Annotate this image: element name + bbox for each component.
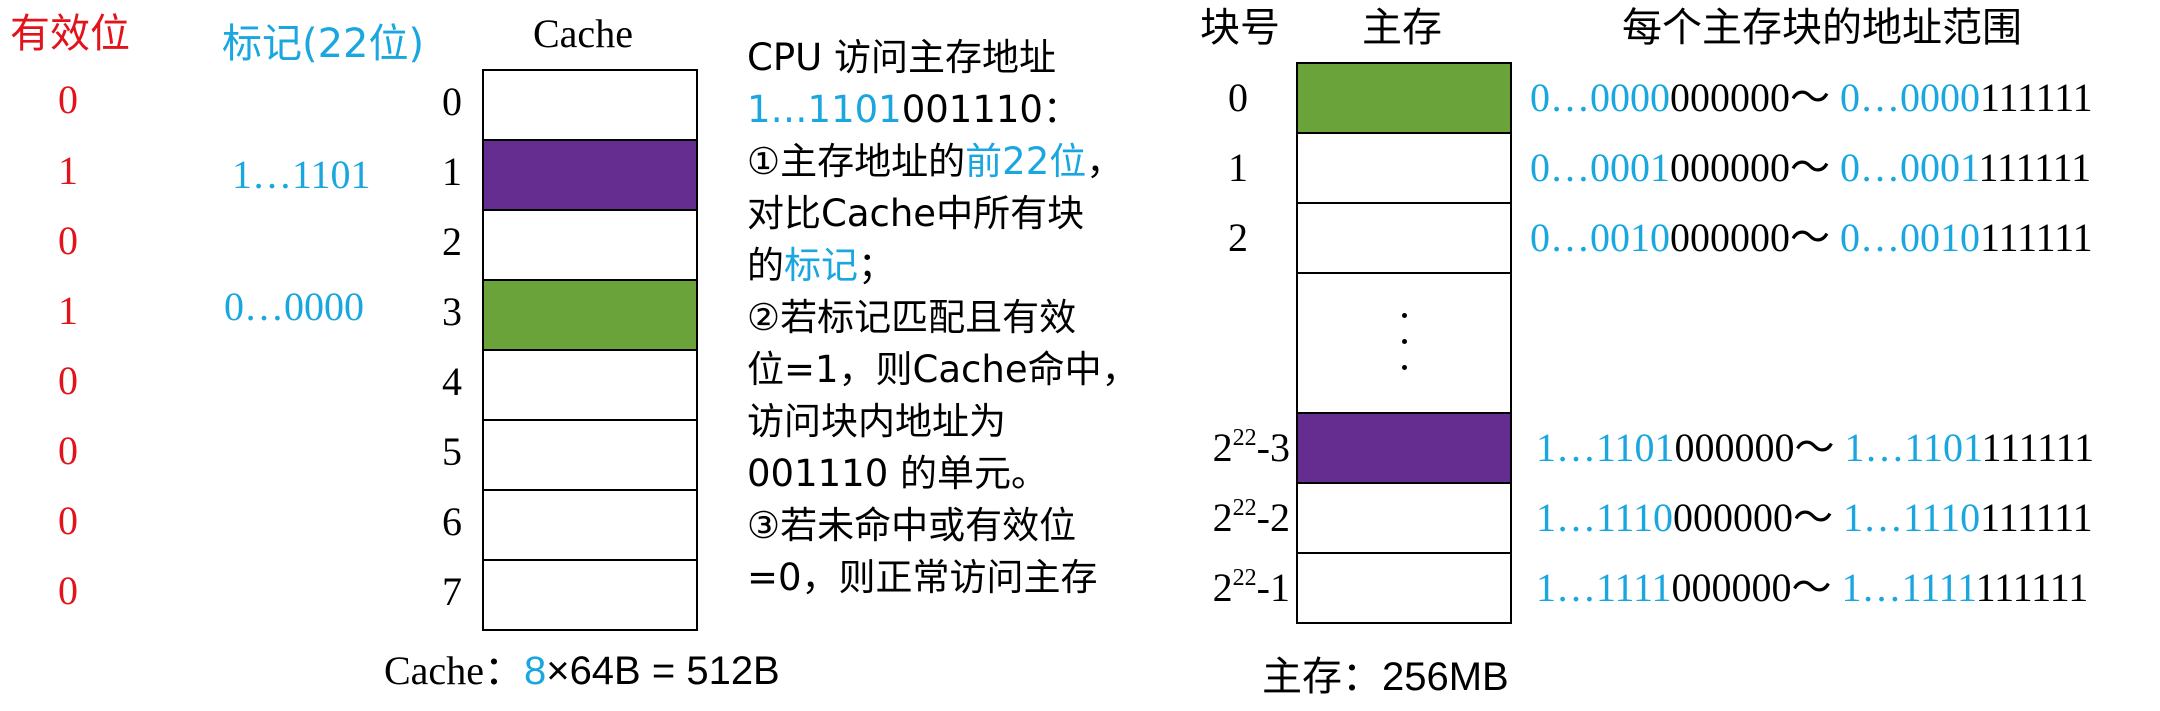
cache-line-number: 0 xyxy=(442,79,462,124)
cache-line xyxy=(482,489,698,561)
address-range: 1…1111000000～ 1…1111111111 xyxy=(1536,565,2089,610)
memory-block xyxy=(1296,412,1512,484)
step-1-line-1: ①主存地址的前22位， xyxy=(747,140,1124,183)
cache-line xyxy=(482,139,698,211)
address-range: 0…0010000000～ 0…0010111111 xyxy=(1530,215,2093,260)
step-1-line-3: 的标记； xyxy=(747,244,895,287)
cache-line-number: 7 xyxy=(442,569,462,614)
valid-bit-header: 有效位 xyxy=(10,11,130,57)
cache-line-number: 4 xyxy=(442,359,462,404)
step-2-line-3: 访问块内地址为 xyxy=(747,400,1006,443)
address-range: 0…0000000000～ 0…0000111111 xyxy=(1530,75,2093,120)
block-number: 222-2 xyxy=(1212,495,1290,540)
memory-block xyxy=(1296,552,1512,624)
cache-line xyxy=(482,559,698,631)
step-2-line-4: 001110 的单元。 xyxy=(747,452,1049,495)
ellipsis-dot xyxy=(1402,339,1407,344)
cache-line xyxy=(482,69,698,141)
memory-block xyxy=(1296,482,1512,554)
cache-title: Cache xyxy=(533,11,633,56)
ellipsis-dot xyxy=(1402,365,1407,370)
access-title: CPU 访问主存地址 xyxy=(747,36,1056,79)
ellipsis-dot xyxy=(1402,313,1407,318)
cache-line-number: 6 xyxy=(442,499,462,544)
step-2-line-2: 位=1，则Cache命中， xyxy=(747,348,1139,391)
step-3-line-2: =0，则正常访问主存 xyxy=(747,556,1098,599)
tag-value: 0…0000 xyxy=(224,284,364,329)
block-number: 2 xyxy=(1228,215,1248,260)
address-range: 0…0001000000～ 0…0001111111 xyxy=(1530,145,2092,190)
cache-line xyxy=(482,419,698,491)
memory-header: 主存 xyxy=(1362,5,1442,51)
cache-size-label: Cache：8×64B = 512B xyxy=(384,648,780,693)
address-range: 1…1110000000～ 1…1110111111 xyxy=(1536,495,2093,540)
cache-line xyxy=(482,279,698,351)
valid-bit: 0 xyxy=(58,428,78,473)
block-number: 222-3 xyxy=(1212,425,1290,470)
cache-line-number: 5 xyxy=(442,429,462,474)
memory-block xyxy=(1296,62,1512,134)
valid-bit: 0 xyxy=(58,358,78,403)
access-address: 1…1101001110： xyxy=(747,88,1080,131)
address-range-header: 每个主存块的地址范围 xyxy=(1622,5,2022,51)
memory-block xyxy=(1296,132,1512,204)
valid-bit: 0 xyxy=(58,218,78,263)
cache-line-number: 1 xyxy=(442,149,462,194)
memory-size-label: 主存：256MB xyxy=(1262,655,1509,699)
block-number: 1 xyxy=(1228,145,1248,190)
valid-bit: 1 xyxy=(58,148,78,193)
cache-line xyxy=(482,349,698,421)
valid-bit: 0 xyxy=(58,77,78,122)
block-number: 222-1 xyxy=(1212,565,1290,610)
memory-block xyxy=(1296,202,1512,274)
tag-header: 标记(22位) xyxy=(222,21,425,67)
address-range: 1…1101000000～ 1…1101111111 xyxy=(1536,425,2095,470)
step-2-line-1: ②若标记匹配且有效 xyxy=(747,296,1077,339)
valid-bit: 1 xyxy=(58,288,78,333)
step-3-line-1: ③若未命中或有效位 xyxy=(747,504,1077,547)
valid-bit: 0 xyxy=(58,568,78,613)
cache-line-number: 2 xyxy=(442,219,462,264)
block-number: 0 xyxy=(1228,75,1248,120)
step-1-line-2: 对比Cache中所有块 xyxy=(747,192,1085,235)
valid-bit: 0 xyxy=(58,498,78,543)
cache-line-number: 3 xyxy=(442,289,462,334)
cache-line xyxy=(482,209,698,281)
block-number-header: 块号 xyxy=(1200,5,1280,51)
tag-value: 1…1101 xyxy=(232,152,371,197)
